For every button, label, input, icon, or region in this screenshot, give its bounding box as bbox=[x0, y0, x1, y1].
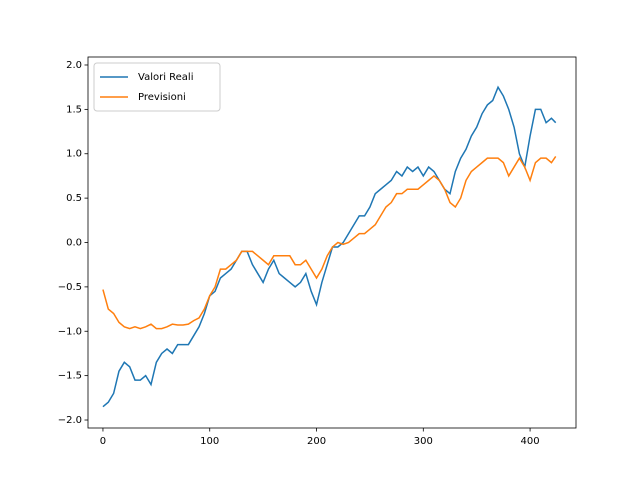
x-tick-label: 0 bbox=[100, 436, 106, 447]
plot-frame bbox=[87, 56, 577, 429]
y-tick-label: 1.5 bbox=[66, 104, 82, 115]
y-tick-label: −1.5 bbox=[58, 371, 82, 382]
y-tick-label: −1.0 bbox=[58, 326, 82, 337]
y-tick-label: −0.5 bbox=[58, 282, 82, 293]
y-tick-label: 0.5 bbox=[66, 193, 82, 204]
y-tick-label: −2.0 bbox=[58, 415, 82, 426]
y-tick-label: 0.0 bbox=[66, 238, 82, 249]
legend-label: Valori Reali bbox=[138, 72, 194, 83]
y-tick-label: 2.0 bbox=[66, 60, 82, 71]
x-tick-label: 100 bbox=[200, 436, 219, 447]
series-line bbox=[102, 85, 557, 408]
x-tick-label: 200 bbox=[307, 436, 326, 447]
legend-label: Previsioni bbox=[138, 92, 186, 103]
x-tick-label: 400 bbox=[521, 436, 540, 447]
series-line bbox=[102, 155, 557, 330]
y-tick-label: 1.0 bbox=[66, 149, 82, 160]
x-tick-label: 300 bbox=[414, 436, 433, 447]
legend-box bbox=[93, 62, 221, 112]
